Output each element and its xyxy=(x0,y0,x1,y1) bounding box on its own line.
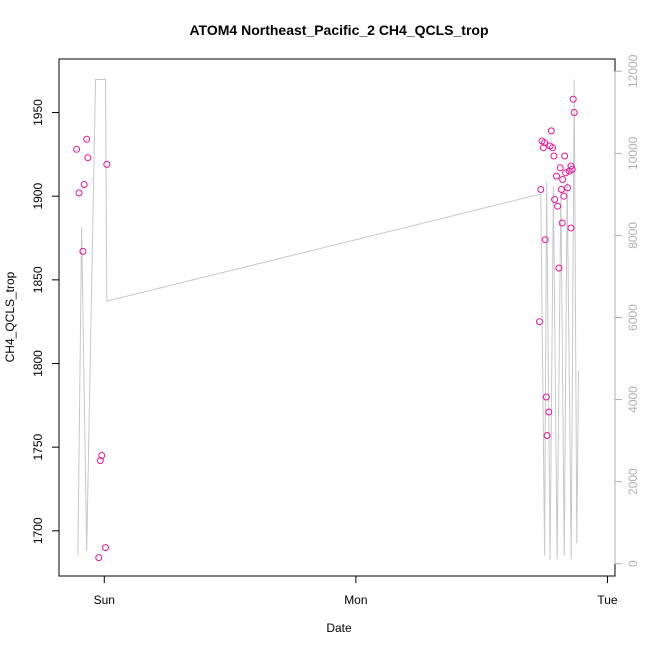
data-point xyxy=(543,432,551,439)
y-tick-label: 1700 xyxy=(31,517,45,544)
data-point xyxy=(560,192,568,200)
data-point xyxy=(567,224,575,232)
x-axis-label: Date xyxy=(326,621,352,635)
y-tick-label: 1800 xyxy=(31,350,45,377)
data-point xyxy=(552,172,560,180)
data-point xyxy=(545,408,553,416)
data-point xyxy=(95,554,103,562)
line-series xyxy=(77,79,579,560)
y2-tick-label: 10000 xyxy=(626,136,640,170)
y-tick-label: 1750 xyxy=(31,433,45,460)
data-point xyxy=(554,202,562,210)
data-point xyxy=(559,176,567,183)
data-point xyxy=(541,236,549,244)
y2-tick-label: 4000 xyxy=(626,386,640,413)
y-axis-label: CH4_QCLS_trop xyxy=(3,271,17,362)
chart-title: ATOM4 Northeast_Pacific_2 CH4_QCLS_trop xyxy=(189,22,488,38)
y2-tick-label: 8000 xyxy=(626,222,640,249)
data-point xyxy=(555,264,563,272)
data-point xyxy=(567,162,575,170)
data-point xyxy=(73,145,81,153)
data-point xyxy=(103,160,111,168)
data-point xyxy=(536,318,543,326)
data-point xyxy=(96,457,104,465)
data-point xyxy=(570,109,578,116)
data-point xyxy=(547,127,555,135)
data-point xyxy=(542,393,550,401)
data-point xyxy=(83,135,91,143)
y-axis-left: 1700 1750 1800 1850 1900 1950 xyxy=(31,99,60,544)
y-tick-label: 1850 xyxy=(31,266,45,293)
data-point xyxy=(79,247,87,255)
data-point xyxy=(569,95,577,103)
x-tick-label: Mon xyxy=(344,593,367,607)
point-series xyxy=(73,95,578,562)
line-series-path xyxy=(77,79,579,560)
y2-tick-label: 12000 xyxy=(626,54,640,88)
data-point xyxy=(549,144,557,152)
y-tick-label: 1950 xyxy=(31,99,45,126)
data-point xyxy=(80,181,88,188)
plot-frame xyxy=(58,58,616,577)
data-point xyxy=(561,152,569,160)
data-point xyxy=(102,544,109,552)
data-point xyxy=(568,165,576,173)
data-point xyxy=(537,186,545,193)
data-point xyxy=(98,452,106,459)
data-point xyxy=(551,196,559,203)
y2-tick-label: 0 xyxy=(626,560,640,567)
data-point xyxy=(541,139,549,147)
x-tick-label: Sun xyxy=(94,593,115,607)
data-point xyxy=(556,164,564,172)
data-point xyxy=(562,169,570,177)
y2-tick-label: 6000 xyxy=(626,304,640,331)
data-point xyxy=(539,144,547,152)
x-tick-label: Tue xyxy=(597,593,618,607)
y-tick-label: 1900 xyxy=(31,183,45,210)
data-point xyxy=(550,152,558,160)
y2-tick-label: 2000 xyxy=(626,468,640,495)
y-axis-right: 0 2000 4000 6000 8000 10000 12000 xyxy=(614,54,640,567)
data-point xyxy=(564,184,571,192)
data-point xyxy=(84,154,92,162)
data-point xyxy=(558,219,566,227)
x-axis: Sun Mon Tue xyxy=(94,575,618,607)
data-point xyxy=(557,186,565,193)
data-point xyxy=(75,189,83,197)
